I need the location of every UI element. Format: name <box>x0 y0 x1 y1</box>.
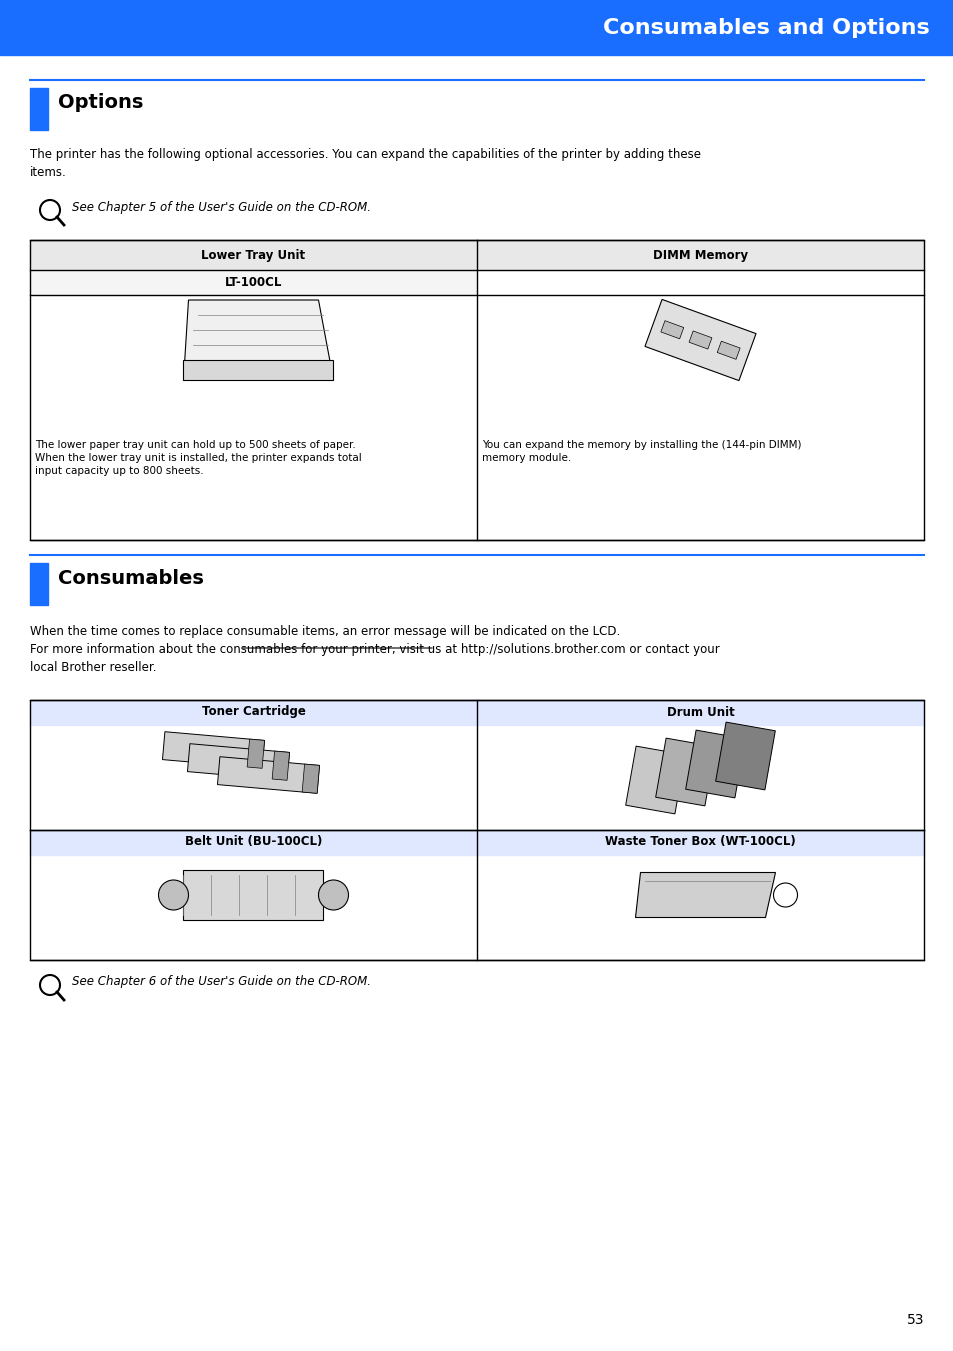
Text: 53: 53 <box>905 1313 923 1327</box>
Text: See Chapter 6 of the User's Guide on the CD-ROM.: See Chapter 6 of the User's Guide on the… <box>71 975 371 989</box>
Text: Options: Options <box>58 93 143 112</box>
Text: DIMM Memory: DIMM Memory <box>652 249 747 262</box>
Bar <box>30 240 923 270</box>
Polygon shape <box>655 738 715 807</box>
Bar <box>30 563 48 605</box>
Polygon shape <box>162 732 264 769</box>
Polygon shape <box>717 342 740 359</box>
Polygon shape <box>302 765 319 793</box>
Polygon shape <box>188 743 289 781</box>
Bar <box>30 240 923 540</box>
Text: Drum Unit: Drum Unit <box>666 705 734 719</box>
Bar <box>476 830 923 855</box>
Circle shape <box>318 880 348 911</box>
Bar <box>476 700 923 725</box>
Text: Consumables: Consumables <box>58 569 204 588</box>
Bar <box>30 830 476 855</box>
Bar <box>30 270 476 295</box>
Text: You can expand the memory by installing the (144-pin DIMM)
memory module.: You can expand the memory by installing … <box>481 440 801 463</box>
Bar <box>30 88 48 130</box>
Polygon shape <box>685 730 744 798</box>
Text: LT-100CL: LT-100CL <box>225 277 282 289</box>
Bar <box>30 700 923 961</box>
Polygon shape <box>183 300 334 380</box>
Bar <box>30 700 476 725</box>
Circle shape <box>158 880 189 911</box>
Polygon shape <box>635 873 775 917</box>
Text: Toner Cartridge: Toner Cartridge <box>201 705 305 719</box>
Text: When the time comes to replace consumable items, an error message will be indica: When the time comes to replace consumabl… <box>30 626 719 674</box>
Polygon shape <box>272 751 289 781</box>
Text: Waste Toner Box (WT-100CL): Waste Toner Box (WT-100CL) <box>604 835 795 848</box>
Text: Belt Unit (BU-100CL): Belt Unit (BU-100CL) <box>185 835 322 848</box>
Text: The printer has the following optional accessories. You can expand the capabilit: The printer has the following optional a… <box>30 149 700 178</box>
Polygon shape <box>217 757 319 793</box>
Polygon shape <box>715 723 775 790</box>
Text: Lower Tray Unit: Lower Tray Unit <box>201 249 305 262</box>
Polygon shape <box>688 331 711 349</box>
Polygon shape <box>247 739 264 769</box>
Polygon shape <box>660 320 683 339</box>
Text: The lower paper tray unit can hold up to 500 sheets of paper.
When the lower tra: The lower paper tray unit can hold up to… <box>35 440 361 477</box>
Bar <box>0 0 953 55</box>
Text: Consumables and Options: Consumables and Options <box>602 18 929 38</box>
Polygon shape <box>183 359 334 380</box>
Polygon shape <box>625 746 684 813</box>
Polygon shape <box>644 300 755 381</box>
Polygon shape <box>183 870 323 920</box>
Text: See Chapter 5 of the User's Guide on the CD-ROM.: See Chapter 5 of the User's Guide on the… <box>71 200 371 213</box>
